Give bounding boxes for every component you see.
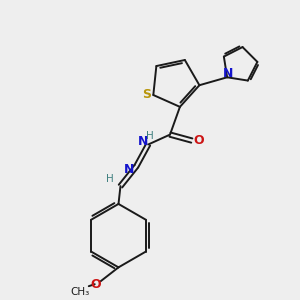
Text: N: N <box>124 163 135 176</box>
Text: S: S <box>142 88 151 100</box>
Text: CH₃: CH₃ <box>70 287 89 297</box>
Text: O: O <box>194 134 204 147</box>
Text: O: O <box>90 278 101 291</box>
Text: N: N <box>223 67 233 80</box>
Text: H: H <box>106 174 113 184</box>
Text: N: N <box>138 135 148 148</box>
Text: H: H <box>146 130 154 141</box>
